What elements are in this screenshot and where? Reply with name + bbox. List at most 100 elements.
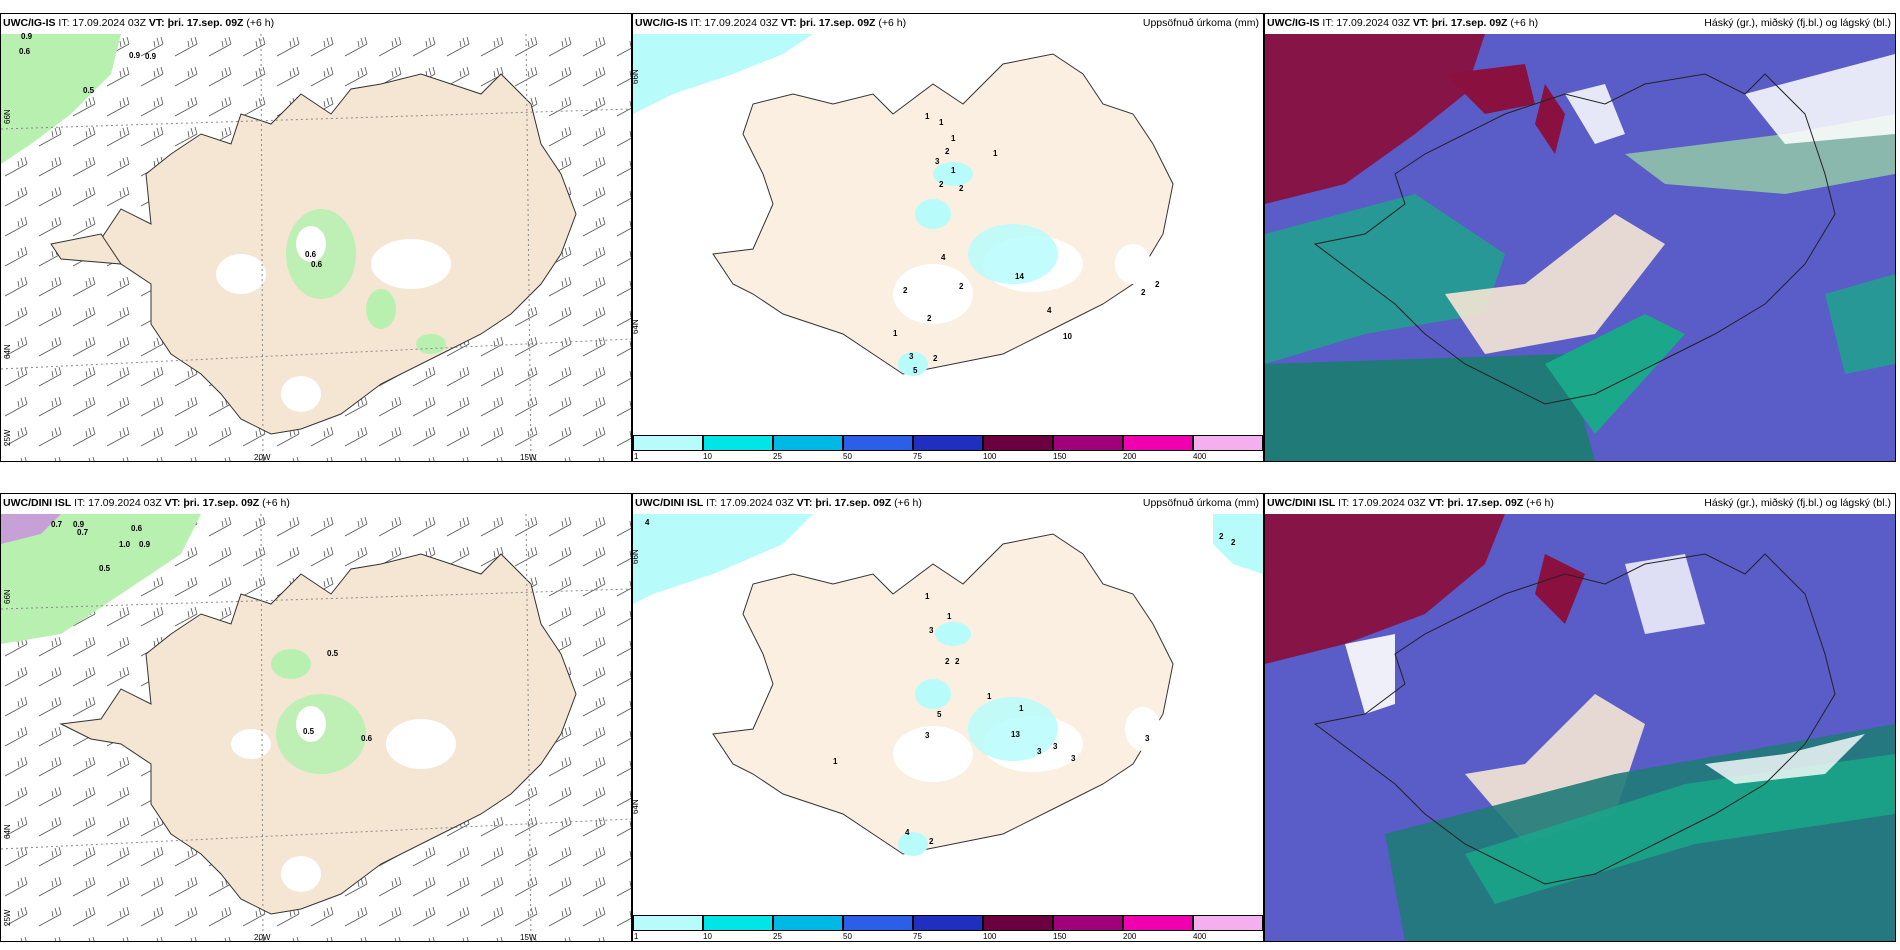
precip-value: 1: [893, 329, 898, 338]
panel-header: UWC/IG-IS IT: 17.09.2024 03Z VT: þri. 17…: [635, 17, 907, 29]
lat-label: 64N: [632, 319, 640, 334]
wind-value: 0.5: [327, 649, 339, 658]
legend-swatch-25: [773, 435, 843, 451]
precip-value: 3: [1145, 734, 1150, 743]
legend-swatch-100: [983, 435, 1053, 451]
wind-map: [1, 34, 631, 461]
precip-value: 10: [1063, 332, 1072, 341]
precip-value: 3: [1071, 754, 1076, 763]
precip-value: 1: [987, 692, 992, 701]
wind-value: 0.7: [77, 528, 89, 537]
precip-value: 4: [905, 828, 910, 837]
precip-panel-row1: UWC/IG-IS IT: 17.09.2024 03Z VT: þri. 17…: [632, 13, 1264, 462]
precip-value: 4: [1047, 306, 1052, 315]
legend-swatch-10: [703, 435, 773, 451]
legend-label: 150: [1053, 452, 1067, 461]
legend-label: 150: [1053, 932, 1067, 941]
legend-label: 200: [1123, 452, 1137, 461]
precip-value: 13: [1011, 730, 1020, 739]
cloud-panel-row1: UWC/IG-IS IT: 17.09.2024 03Z VT: þri. 17…: [1264, 13, 1896, 462]
legend-label: 100: [983, 932, 997, 941]
precip-value: 3: [925, 731, 930, 740]
precip-value: 1: [951, 134, 956, 143]
panel-header: UWC/DINI ISL IT: 17.09.2024 03Z VT: þri.…: [3, 497, 290, 509]
precip-value: 5: [937, 710, 942, 719]
lat-label: 25W: [3, 909, 12, 926]
legend-label: 75: [913, 452, 922, 461]
precip-value: 3: [1053, 742, 1058, 751]
precip-map: [633, 514, 1263, 856]
precip-value: 2: [945, 657, 950, 666]
wind-value: 0.6: [311, 260, 323, 269]
lat-label: 64N: [632, 799, 640, 814]
precip-value: 2: [955, 657, 960, 666]
precip-value: 3: [909, 352, 914, 361]
precip-value: 3: [929, 626, 934, 635]
wind-value: 0.6: [131, 524, 143, 533]
panel-header: UWC/DINI ISL IT: 17.09.2024 03Z VT: þri.…: [1267, 497, 1554, 509]
wind-value: 0.6: [305, 250, 317, 259]
precip-value: 1: [951, 166, 956, 175]
wind-map: [1, 514, 631, 941]
wind-panel-row2: UWC/DINI ISL IT: 17.09.2024 03Z VT: þri.…: [0, 493, 632, 942]
precip-value: 2: [1141, 288, 1146, 297]
precip-legend: 1 10 25 50 75 100 150 200 400: [633, 915, 1263, 941]
wind-value: 0.9: [73, 520, 85, 529]
precip-panel-row2: UWC/DINI ISL IT: 17.09.2024 03Z VT: þri.…: [632, 493, 1264, 942]
lat-label: 66N: [3, 589, 12, 604]
legend-label: 75: [913, 932, 922, 941]
wind-value: 0.5: [83, 86, 95, 95]
wind-value: 0.5: [99, 564, 111, 573]
precip-value: 2: [1231, 538, 1236, 547]
legend-swatch-200: [1123, 915, 1193, 931]
lat-label: 25W: [3, 429, 12, 446]
wind-value: 0.5: [303, 727, 315, 736]
legend-label: 100: [983, 452, 997, 461]
precip-value: 2: [927, 314, 932, 323]
precip-map: [633, 34, 1174, 376]
wind-value: 0.7: [51, 520, 63, 529]
precip-value: 1: [993, 149, 998, 158]
lon-label: 15W: [520, 933, 537, 942]
legend-swatch-150: [1053, 435, 1123, 451]
precip-value: 4: [941, 253, 946, 262]
legend-swatch-150: [1053, 915, 1123, 931]
precip-title: Uppsöfnuð úrkoma (mm): [1142, 497, 1259, 509]
legend-swatch-75: [913, 915, 983, 931]
wind-value: 0.6: [19, 47, 31, 56]
legend-swatch-200: [1123, 435, 1193, 451]
precip-value: 2: [1219, 532, 1224, 541]
legend-label: 200: [1123, 932, 1137, 941]
legend-swatch-10: [703, 915, 773, 931]
cloud-title: Háský (gr.), miðský (fj.bl.) og lágský (…: [1704, 497, 1891, 509]
precip-value: 2: [929, 837, 934, 846]
legend-swatch-1: [633, 435, 703, 451]
precip-value: 2: [933, 354, 938, 363]
precip-value: 5: [913, 366, 918, 375]
panel-header: UWC/IG-IS IT: 17.09.2024 03Z VT: þri. 17…: [3, 17, 275, 29]
lon-label: 20W: [254, 453, 271, 462]
wind-panel-row1: UWC/IG-IS IT: 17.09.2024 03Z VT: þri. 17…: [0, 13, 632, 462]
legend-label: 25: [773, 932, 782, 941]
legend-swatch-50: [843, 435, 913, 451]
wind-value: 0.9: [139, 540, 151, 549]
precip-value: 2: [903, 286, 908, 295]
precip-value: 1: [925, 592, 930, 601]
lat-label: 66N: [3, 109, 12, 124]
precip-value: 1: [833, 757, 838, 766]
lat-label: 66N: [632, 69, 640, 84]
wind-value: 0.9: [21, 32, 33, 41]
precip-value: 2: [1155, 280, 1160, 289]
precip-value: 1: [947, 612, 952, 621]
legend-swatch-50: [843, 915, 913, 931]
legend-swatch-25: [773, 915, 843, 931]
precip-value: 1: [1019, 704, 1024, 713]
precip-value: 2: [959, 282, 964, 291]
wind-value: 0.9: [129, 51, 141, 60]
wind-value: 0.9: [145, 52, 157, 61]
precip-value: 14: [1015, 272, 1024, 281]
lat-label: 66N: [632, 549, 640, 564]
precip-legend: 1 10 25 50 75 100 150 200 400: [633, 435, 1263, 461]
legend-swatch-400: [1193, 915, 1263, 931]
cloud-map: [1265, 514, 1895, 941]
